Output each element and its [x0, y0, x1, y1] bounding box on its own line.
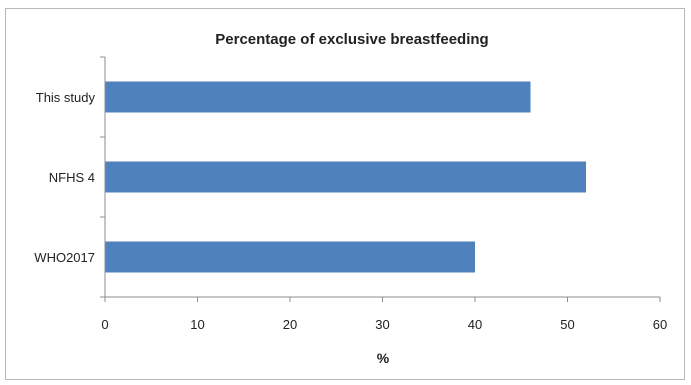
chart-title: Percentage of exclusive breastfeeding	[215, 31, 488, 48]
x-tick-label: 10	[190, 317, 204, 332]
y-ticks-group: This study NFHS 4 WHO2017	[34, 56, 105, 298]
x-ticks-group: 0 10 20 30 40 50 60	[101, 297, 667, 332]
x-tick-label: 50	[560, 317, 574, 332]
bars-group	[105, 81, 586, 273]
bar-who2017	[105, 241, 475, 273]
bar-nfhs-4	[105, 161, 586, 193]
category-label: WHO2017	[34, 250, 95, 265]
category-label: NFHS 4	[49, 170, 95, 185]
category-label: This study	[36, 90, 96, 105]
x-axis-title: %	[377, 350, 390, 366]
chart-frame	[5, 8, 685, 380]
bar-this-study	[105, 81, 531, 113]
x-tick-label: 20	[283, 317, 297, 332]
x-tick-label: 40	[468, 317, 482, 332]
x-tick-label: 30	[375, 317, 389, 332]
x-tick-label: 60	[653, 317, 667, 332]
x-tick-label: 0	[101, 317, 108, 332]
